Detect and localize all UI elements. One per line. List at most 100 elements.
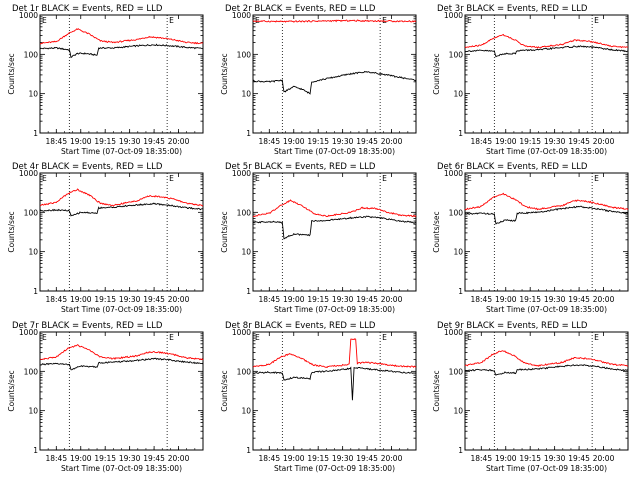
x-tick-label: 19:15 — [94, 137, 116, 146]
y-axis-label: Counts/sec — [432, 370, 441, 411]
x-tick-label: 20:00 — [381, 295, 403, 304]
lld-series-line — [39, 28, 204, 45]
x-tick-label: 19:30 — [544, 295, 566, 304]
panel-title: Det 8r BLACK = Events, RED = LLD — [225, 321, 376, 331]
panel-title: Det 7r BLACK = Events, RED = LLD — [12, 321, 163, 331]
x-tick-label: 18:45 — [45, 295, 67, 304]
y-tick-label: 1000 — [19, 169, 38, 178]
plot-frame — [252, 172, 417, 292]
plot-frame — [39, 14, 204, 134]
panel-title: Det 6r BLACK = Events, RED = LLD — [437, 162, 588, 172]
x-tick-label: 20:00 — [168, 295, 190, 304]
detector-panel: Det 1r BLACK = Events, RED = LLD 1 10 100 10… — [7, 4, 204, 156]
x-axis-label: Start Time (07-Oct-09 18:35:00) — [61, 464, 182, 473]
x-tick-label: 19:30 — [544, 454, 566, 463]
events-series-line — [252, 215, 417, 240]
x-tick-label: 19:15 — [519, 137, 541, 146]
x-tick-label: 18:45 — [470, 454, 492, 463]
lld-series-line — [464, 350, 629, 367]
y-tick-label: 100 — [237, 50, 252, 59]
events-series-line — [252, 70, 417, 95]
y-tick-label: 10 — [453, 248, 463, 257]
y-tick-label: 1 — [246, 129, 251, 138]
y-axis-label: Counts/sec — [7, 370, 16, 411]
plot-frame — [252, 331, 417, 451]
plot-frame — [464, 331, 629, 451]
x-tick-label: 19:15 — [307, 454, 329, 463]
x-tick-label: 20:00 — [593, 137, 615, 146]
y-tick-label: 100 — [237, 367, 252, 376]
y-tick-label: 100 — [24, 50, 39, 59]
marker-label: E — [467, 333, 472, 342]
y-axis-label: Counts/sec — [220, 211, 229, 252]
x-tick-label: 18:45 — [470, 137, 492, 146]
marker-label: E — [169, 16, 174, 25]
y-tick-label: 10 — [241, 90, 251, 99]
x-tick-label: 19:45 — [143, 454, 165, 463]
marker-label: E — [42, 16, 47, 25]
marker-label: E — [467, 174, 472, 183]
y-tick-label: 100 — [24, 208, 39, 217]
events-series-line — [39, 43, 204, 59]
lld-series-line — [464, 192, 629, 211]
y-axis-label: Counts/sec — [432, 211, 441, 252]
detector-panel: Det 8r BLACK = Events, RED = LLD 1 10 100 10… — [220, 321, 417, 473]
lld-series-line — [252, 338, 417, 369]
y-axis-label: Counts/sec — [220, 370, 229, 411]
plot-frame — [464, 172, 629, 292]
y-tick-label: 1000 — [444, 11, 463, 20]
x-tick-label: 19:00 — [495, 295, 517, 304]
x-tick-label: 18:45 — [470, 295, 492, 304]
detector-panel: Det 5r BLACK = Events, RED = LLD 1 10 100 10… — [220, 162, 417, 314]
x-tick-label: 19:00 — [495, 137, 517, 146]
y-tick-label: 1 — [33, 287, 38, 296]
marker-label: E — [467, 16, 472, 25]
y-tick-label: 100 — [449, 50, 464, 59]
y-axis-label: Counts/sec — [7, 211, 16, 252]
y-tick-label: 1000 — [19, 328, 38, 337]
x-axis-label: Start Time (07-Oct-09 18:35:00) — [486, 147, 607, 156]
y-tick-label: 100 — [237, 208, 252, 217]
x-tick-label: 19:30 — [119, 137, 141, 146]
events-series-line — [39, 202, 204, 217]
y-tick-label: 1 — [246, 287, 251, 296]
y-tick-label: 10 — [453, 407, 463, 416]
panel-title: Det 3r BLACK = Events, RED = LLD — [437, 4, 588, 14]
x-tick-label: 20:00 — [593, 295, 615, 304]
x-tick-label: 19:45 — [143, 137, 165, 146]
y-tick-label: 100 — [449, 208, 464, 217]
marker-label: E — [594, 174, 599, 183]
detector-panel: Det 7r BLACK = Events, RED = LLD 1 10 100 10… — [7, 321, 204, 473]
detector-panel: Det 3r BLACK = Events, RED = LLD 1 10 100 10… — [432, 4, 629, 156]
y-tick-label: 10 — [28, 90, 38, 99]
events-series-line — [464, 364, 629, 376]
x-tick-label: 19:00 — [70, 295, 92, 304]
x-axis-label: Start Time (07-Oct-09 18:35:00) — [486, 464, 607, 473]
panel-title: Det 4r BLACK = Events, RED = LLD — [12, 162, 163, 172]
y-tick-label: 1000 — [232, 11, 251, 20]
x-tick-label: 18:45 — [258, 454, 280, 463]
y-tick-label: 1 — [33, 129, 38, 138]
x-tick-label: 19:30 — [119, 295, 141, 304]
x-axis-label: Start Time (07-Oct-09 18:35:00) — [61, 305, 182, 314]
y-tick-label: 1 — [458, 446, 463, 455]
detector-panel: Det 4r BLACK = Events, RED = LLD 1 10 100 10… — [7, 162, 204, 314]
x-tick-label: 19:00 — [70, 454, 92, 463]
marker-label: E — [382, 333, 387, 342]
marker-label: E — [255, 16, 260, 25]
x-tick-label: 20:00 — [381, 454, 403, 463]
x-tick-label: 19:00 — [283, 295, 305, 304]
x-tick-label: 18:45 — [45, 454, 67, 463]
y-tick-label: 1 — [246, 446, 251, 455]
y-tick-label: 1000 — [232, 328, 251, 337]
x-tick-label: 19:45 — [356, 137, 378, 146]
x-tick-label: 19:45 — [143, 295, 165, 304]
x-tick-label: 19:30 — [119, 454, 141, 463]
x-tick-label: 19:30 — [332, 454, 354, 463]
marker-label: E — [382, 174, 387, 183]
y-tick-label: 1 — [458, 287, 463, 296]
marker-label: E — [169, 174, 174, 183]
y-tick-label: 10 — [28, 248, 38, 257]
x-tick-label: 19:45 — [568, 295, 590, 304]
